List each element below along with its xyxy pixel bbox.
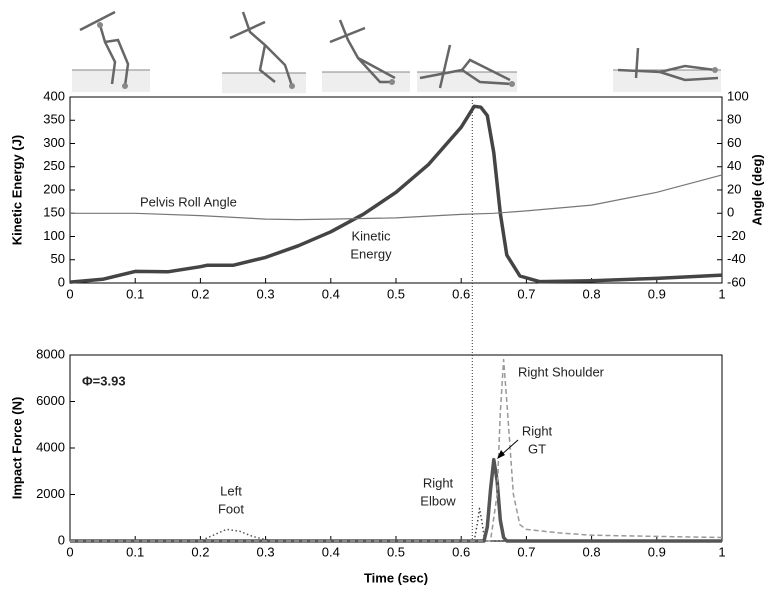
x-tick-label: 0.1	[126, 544, 144, 559]
y2-tick-label: 20	[727, 181, 741, 196]
x-tick-label: 0.9	[648, 544, 666, 559]
y-tick-label: 6000	[36, 393, 65, 408]
x-tick-label: 0	[66, 286, 73, 301]
x-tick-label: 0.7	[517, 286, 535, 301]
x-tick-label: 0.4	[322, 286, 340, 301]
annotation: Foot	[218, 501, 244, 516]
y2-tick-label: 40	[727, 158, 741, 173]
x-tick-label: 1	[718, 286, 725, 301]
annotation: Φ=3.93	[82, 373, 126, 388]
data-line	[70, 457, 722, 543]
y2-tick-label: -60	[727, 274, 746, 289]
x-tick-label: 0.5	[387, 544, 405, 559]
y-tick-label: 150	[43, 205, 65, 220]
x-tick-label: 0.3	[257, 544, 275, 559]
x-tick-label: 0.2	[191, 286, 209, 301]
annotation: Kinetic	[351, 228, 391, 243]
y-tick-label: 350	[43, 112, 65, 127]
y-tick-label: 50	[51, 251, 65, 266]
x-tick-label: 0.9	[648, 286, 666, 301]
x-tick-label: 0.8	[583, 544, 601, 559]
annotation: Pelvis Roll Angle	[140, 194, 237, 209]
y2-tick-label: 100	[727, 88, 749, 103]
annotation: GT	[528, 441, 546, 456]
stick-figures	[72, 10, 721, 93]
y-tick-label: 8000	[36, 346, 65, 361]
x-tick-label: 0.3	[257, 286, 275, 301]
x-tick-label: 0.6	[452, 544, 470, 559]
y-tick-label: 200	[43, 181, 65, 196]
x-tick-label: 0.2	[191, 544, 209, 559]
x-tick-label: 0.4	[322, 544, 340, 559]
x-axis-label: Time (sec)	[364, 570, 428, 585]
annotation: Right	[423, 475, 454, 490]
x-tick-label: 0.6	[452, 286, 470, 301]
y-tick-label: 100	[43, 228, 65, 243]
x-tick-label: 0.1	[126, 286, 144, 301]
y2-tick-label: -40	[727, 251, 746, 266]
data-line	[69, 104, 723, 284]
annotation: Right Shoulder	[518, 364, 605, 379]
y2-tick-label: 80	[727, 112, 741, 127]
y-tick-label: 300	[43, 135, 65, 150]
data-line	[70, 174, 723, 221]
y-axis-label: Kinetic Energy (J)	[9, 135, 24, 246]
y-tick-label: 2000	[36, 486, 65, 501]
annotation: Elbow	[420, 493, 456, 508]
x-tick-label: 0.5	[387, 286, 405, 301]
y-tick-label: 250	[43, 158, 65, 173]
y2-axis-label: Angle (deg)	[749, 154, 764, 226]
y2-tick-label: 0	[727, 205, 734, 220]
arrow-head	[497, 450, 505, 459]
annotation: Right	[522, 423, 553, 438]
y-axis-label: Impact Force (N)	[9, 397, 24, 500]
y2-tick-label: -20	[727, 228, 746, 243]
annotation: Energy	[350, 246, 392, 261]
y-tick-label: 0	[58, 532, 65, 547]
x-tick-label: 0	[66, 544, 73, 559]
y-tick-label: 4000	[36, 439, 65, 454]
x-tick-label: 1	[718, 544, 725, 559]
y-tick-label: 400	[43, 88, 65, 103]
y-tick-label: 0	[58, 274, 65, 289]
plot-area	[69, 354, 723, 542]
annotation: Left	[220, 483, 242, 498]
x-tick-label: 0.7	[517, 544, 535, 559]
x-tick-label: 0.8	[583, 286, 601, 301]
data-line	[70, 358, 723, 542]
y2-tick-label: 60	[727, 135, 741, 150]
